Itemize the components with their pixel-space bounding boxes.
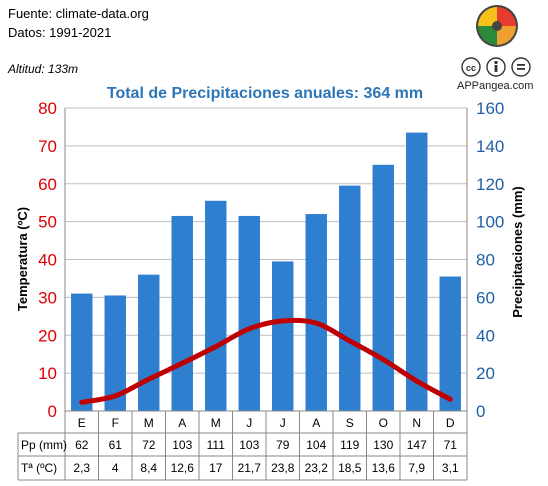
precipitation-tick-label: 60 (476, 288, 495, 307)
table-cell-temp: 7,9 (408, 461, 425, 475)
table-cell-temp: 23,8 (271, 461, 295, 475)
table-cell-temp: 17 (209, 461, 223, 475)
table-cell-temp: 18,5 (338, 461, 362, 475)
temperature-line (79, 317, 453, 405)
temperature-tick-label: 80 (38, 99, 57, 118)
precipitation-tick-label: 20 (476, 364, 495, 383)
precipitation-bar (205, 200, 227, 411)
temperature-tick-label: 50 (38, 213, 57, 232)
month-label: A (312, 416, 320, 430)
precipitation-bar (406, 132, 428, 411)
table-cell-temp: 8,4 (140, 461, 157, 475)
precipitation-tick-label: 140 (476, 137, 504, 156)
table-cell-pp: 111 (207, 438, 226, 452)
precipitation-bar (339, 185, 361, 411)
precipitation-tick-label: 80 (476, 251, 495, 270)
precipitation-bars (71, 132, 461, 411)
table-cell-pp: 72 (142, 438, 156, 452)
temperature-tick-label: 60 (38, 175, 57, 194)
table-cell-pp: 61 (109, 438, 123, 452)
table-cell-pp: 62 (75, 438, 89, 452)
precipitation-bar (272, 261, 294, 411)
table-cell-pp: 130 (373, 438, 393, 452)
precipitation-bar (138, 274, 160, 411)
precipitation-bar (104, 295, 126, 411)
precipitation-tick-label: 0 (476, 402, 485, 421)
table-cell-temp: 3,1 (442, 461, 459, 475)
temperature-axis: 0 10 20 30 40 50 60 70 80 (38, 99, 57, 421)
table-cell-temp: 23,2 (305, 461, 329, 475)
month-label: J (280, 416, 286, 430)
source-text: Fuente: climate-data.org (8, 6, 149, 21)
data-table: E F M A M J J A S O N D Pp (mm) Tª (ºC) 62 61 72 103 111 10… (17, 410, 468, 481)
table-cell-temp: 12,6 (171, 461, 195, 475)
precipitation-tick-label: 160 (476, 99, 504, 118)
month-label: M (211, 416, 221, 430)
creative-commons-icons: cc (461, 57, 531, 77)
table-cell-pp: 71 (444, 438, 458, 452)
precipitation-tick-label: 100 (476, 213, 504, 232)
table-cell-pp: 119 (340, 438, 359, 452)
precipitation-bar (71, 293, 93, 411)
temperature-tick-label: 10 (38, 364, 57, 383)
precipitation-bar (439, 276, 461, 411)
table-cell-temp: 21,7 (238, 461, 262, 475)
month-label: O (379, 416, 388, 430)
precipitation-axis: 0 20 40 60 80 100 120 140 160 (476, 99, 504, 421)
month-label: N (412, 416, 421, 430)
month-label: F (112, 416, 119, 430)
precipitation-tick-label: 40 (476, 326, 495, 345)
table-cell-temp: 13,6 (372, 461, 396, 475)
period-text: Datos: 1991-2021 (8, 25, 112, 40)
precipitation-bar (171, 215, 193, 411)
month-label: M (144, 416, 154, 430)
month-label: J (246, 416, 252, 430)
table-cell-temp: 4 (112, 461, 119, 475)
precipitation-tick-label: 120 (476, 175, 504, 194)
month-label: A (178, 416, 186, 430)
svg-text:cc: cc (466, 63, 476, 73)
brand-text: APPangea.com (457, 80, 534, 92)
month-label: S (346, 416, 354, 430)
temperature-tick-label: 30 (38, 288, 57, 307)
temperature-axis-label: Temperatura (ºC) (15, 207, 30, 311)
temperature-tick-label: 70 (38, 137, 57, 156)
table-row-label-pp: Pp (mm) (21, 438, 67, 452)
temperature-tick-label: 0 (48, 402, 57, 421)
precipitation-bar (372, 164, 394, 411)
precipitation-axis-label: Precipitaciones (mm) (510, 186, 525, 318)
table-cell-pp: 104 (306, 438, 326, 452)
altitude-text: Altitud: 133m (8, 62, 79, 76)
table-cell-pp: 103 (239, 438, 259, 452)
table-cell-pp: 79 (276, 438, 290, 452)
month-label: E (78, 416, 86, 430)
precipitation-bar (238, 215, 260, 411)
table-cell-temp: 2,3 (73, 461, 90, 475)
appangea-puzzle-logo (476, 5, 518, 47)
table-cell-pp: 147 (407, 438, 427, 452)
table-row-label-temp: Tª (ºC) (21, 461, 57, 475)
temperature-tick-label: 20 (38, 326, 57, 345)
table-cell-pp: 103 (172, 438, 192, 452)
temperature-tick-label: 40 (38, 251, 57, 270)
month-label: D (446, 416, 455, 430)
precipitation-bar (305, 214, 327, 411)
chart-title: Total de Precipitaciones anuales: 364 mm (107, 85, 423, 102)
